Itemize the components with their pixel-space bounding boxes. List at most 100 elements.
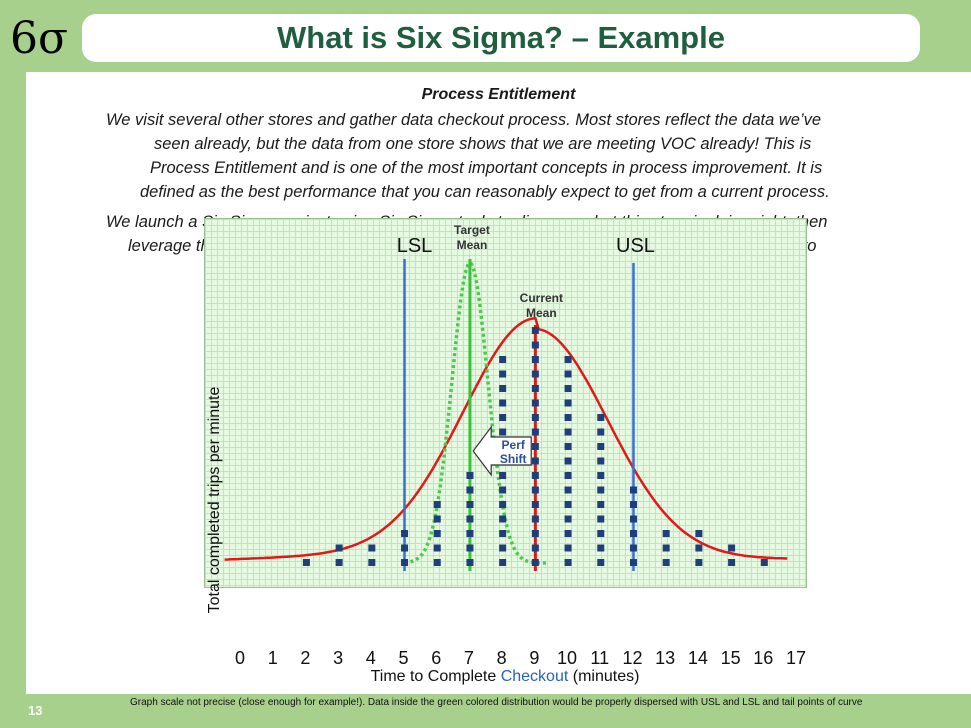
data-point bbox=[662, 530, 670, 537]
current-mean-label: Current bbox=[520, 291, 563, 305]
data-point bbox=[531, 414, 539, 421]
data-point bbox=[531, 341, 539, 349]
data-point bbox=[499, 501, 507, 508]
data-point bbox=[335, 559, 343, 566]
x-tick-label: 10 bbox=[557, 648, 578, 668]
data-point bbox=[597, 457, 605, 465]
data-point bbox=[629, 486, 637, 494]
x-tick-label: 4 bbox=[365, 648, 376, 668]
data-point bbox=[564, 356, 572, 363]
x-tick-label: 2 bbox=[300, 648, 311, 668]
x-tick-label: 13 bbox=[655, 648, 676, 668]
data-point bbox=[499, 530, 507, 537]
data-point bbox=[629, 530, 637, 537]
data-point bbox=[433, 530, 441, 537]
data-point bbox=[564, 501, 572, 508]
data-point bbox=[564, 472, 572, 479]
data-point bbox=[302, 559, 310, 566]
x-axis-label-highlight: Checkout bbox=[500, 668, 569, 685]
data-point bbox=[433, 515, 441, 523]
data-point bbox=[499, 428, 507, 436]
data-point bbox=[499, 515, 507, 523]
data-point bbox=[531, 457, 539, 465]
data-point bbox=[368, 544, 376, 552]
usl-label: USL bbox=[616, 235, 655, 257]
paragraph-line: Process Entitlement and is one of the mo… bbox=[150, 159, 823, 177]
data-point bbox=[531, 486, 539, 494]
data-point bbox=[531, 530, 539, 537]
y-axis-label: Total completed trips per minute bbox=[206, 386, 223, 614]
perf-shift-label: Perf bbox=[502, 438, 526, 452]
x-tick-label: 5 bbox=[398, 648, 409, 668]
data-point bbox=[499, 544, 507, 552]
x-axis-label-prefix: Time to Complete bbox=[370, 668, 501, 685]
page-title: What is Six Sigma? – Example bbox=[277, 20, 725, 55]
perf-shift-label: Shift bbox=[500, 452, 527, 466]
data-point bbox=[695, 530, 703, 537]
x-axis-label: Time to Complete Checkout (minutes) bbox=[200, 668, 810, 686]
x-tick-label: 0 bbox=[234, 648, 245, 668]
data-point bbox=[466, 544, 474, 552]
paragraph-line: We visit several other stores and gather… bbox=[106, 111, 822, 129]
data-point bbox=[629, 501, 637, 508]
title-bar: What is Six Sigma? – Example bbox=[82, 14, 920, 62]
data-point bbox=[564, 559, 572, 566]
current-mean-label: Mean bbox=[526, 306, 557, 320]
data-point bbox=[499, 356, 507, 363]
data-point bbox=[531, 501, 539, 508]
perf-shift-arrow-icon bbox=[472, 425, 532, 477]
data-point bbox=[531, 515, 539, 523]
data-point bbox=[499, 472, 507, 479]
six-sigma-logo: 6σ bbox=[10, 13, 69, 64]
data-point bbox=[466, 559, 474, 566]
data-point bbox=[531, 544, 539, 552]
data-point bbox=[597, 515, 605, 523]
x-tick-label: 12 bbox=[622, 648, 643, 668]
paragraph-line: seen already, but the data from one stor… bbox=[154, 135, 812, 153]
data-point bbox=[499, 370, 507, 378]
data-point bbox=[433, 559, 441, 566]
data-point bbox=[629, 544, 637, 552]
x-tick-label: 8 bbox=[496, 648, 507, 668]
data-point bbox=[499, 559, 507, 566]
data-point bbox=[531, 385, 539, 392]
data-point bbox=[597, 428, 605, 436]
data-point bbox=[564, 530, 572, 537]
data-point bbox=[597, 486, 605, 494]
paragraph-entitlement: We visit several other stores and gather… bbox=[106, 108, 946, 204]
section-title: Process Entitlement bbox=[421, 86, 576, 103]
data-point bbox=[597, 414, 605, 421]
x-tick-label: 16 bbox=[753, 648, 774, 668]
data-point bbox=[499, 399, 507, 407]
x-tick-label: 7 bbox=[463, 648, 474, 668]
data-point bbox=[401, 559, 409, 566]
data-point bbox=[466, 486, 474, 494]
data-point bbox=[368, 559, 376, 566]
paragraph-line: defined as the best performance that you… bbox=[140, 183, 830, 201]
data-point bbox=[564, 370, 572, 378]
current-distribution-curve bbox=[224, 316, 788, 561]
data-point bbox=[564, 544, 572, 552]
x-axis-label-suffix: (minutes) bbox=[568, 668, 640, 685]
data-point bbox=[531, 428, 539, 436]
data-point bbox=[531, 356, 539, 363]
x-tick-label: 6 bbox=[431, 648, 442, 668]
data-point bbox=[531, 443, 539, 450]
data-point bbox=[531, 399, 539, 407]
data-point bbox=[629, 515, 637, 523]
data-point bbox=[531, 559, 539, 566]
data-point bbox=[728, 559, 736, 566]
data-point bbox=[564, 385, 572, 392]
data-point bbox=[597, 501, 605, 508]
data-point bbox=[335, 544, 343, 552]
data-point bbox=[564, 443, 572, 450]
data-point bbox=[597, 544, 605, 552]
data-point bbox=[564, 486, 572, 494]
data-point bbox=[499, 486, 507, 494]
x-tick-label: 17 bbox=[785, 648, 807, 668]
data-point bbox=[466, 472, 474, 479]
data-point bbox=[499, 414, 507, 421]
data-point bbox=[695, 544, 703, 552]
data-point bbox=[466, 501, 474, 508]
